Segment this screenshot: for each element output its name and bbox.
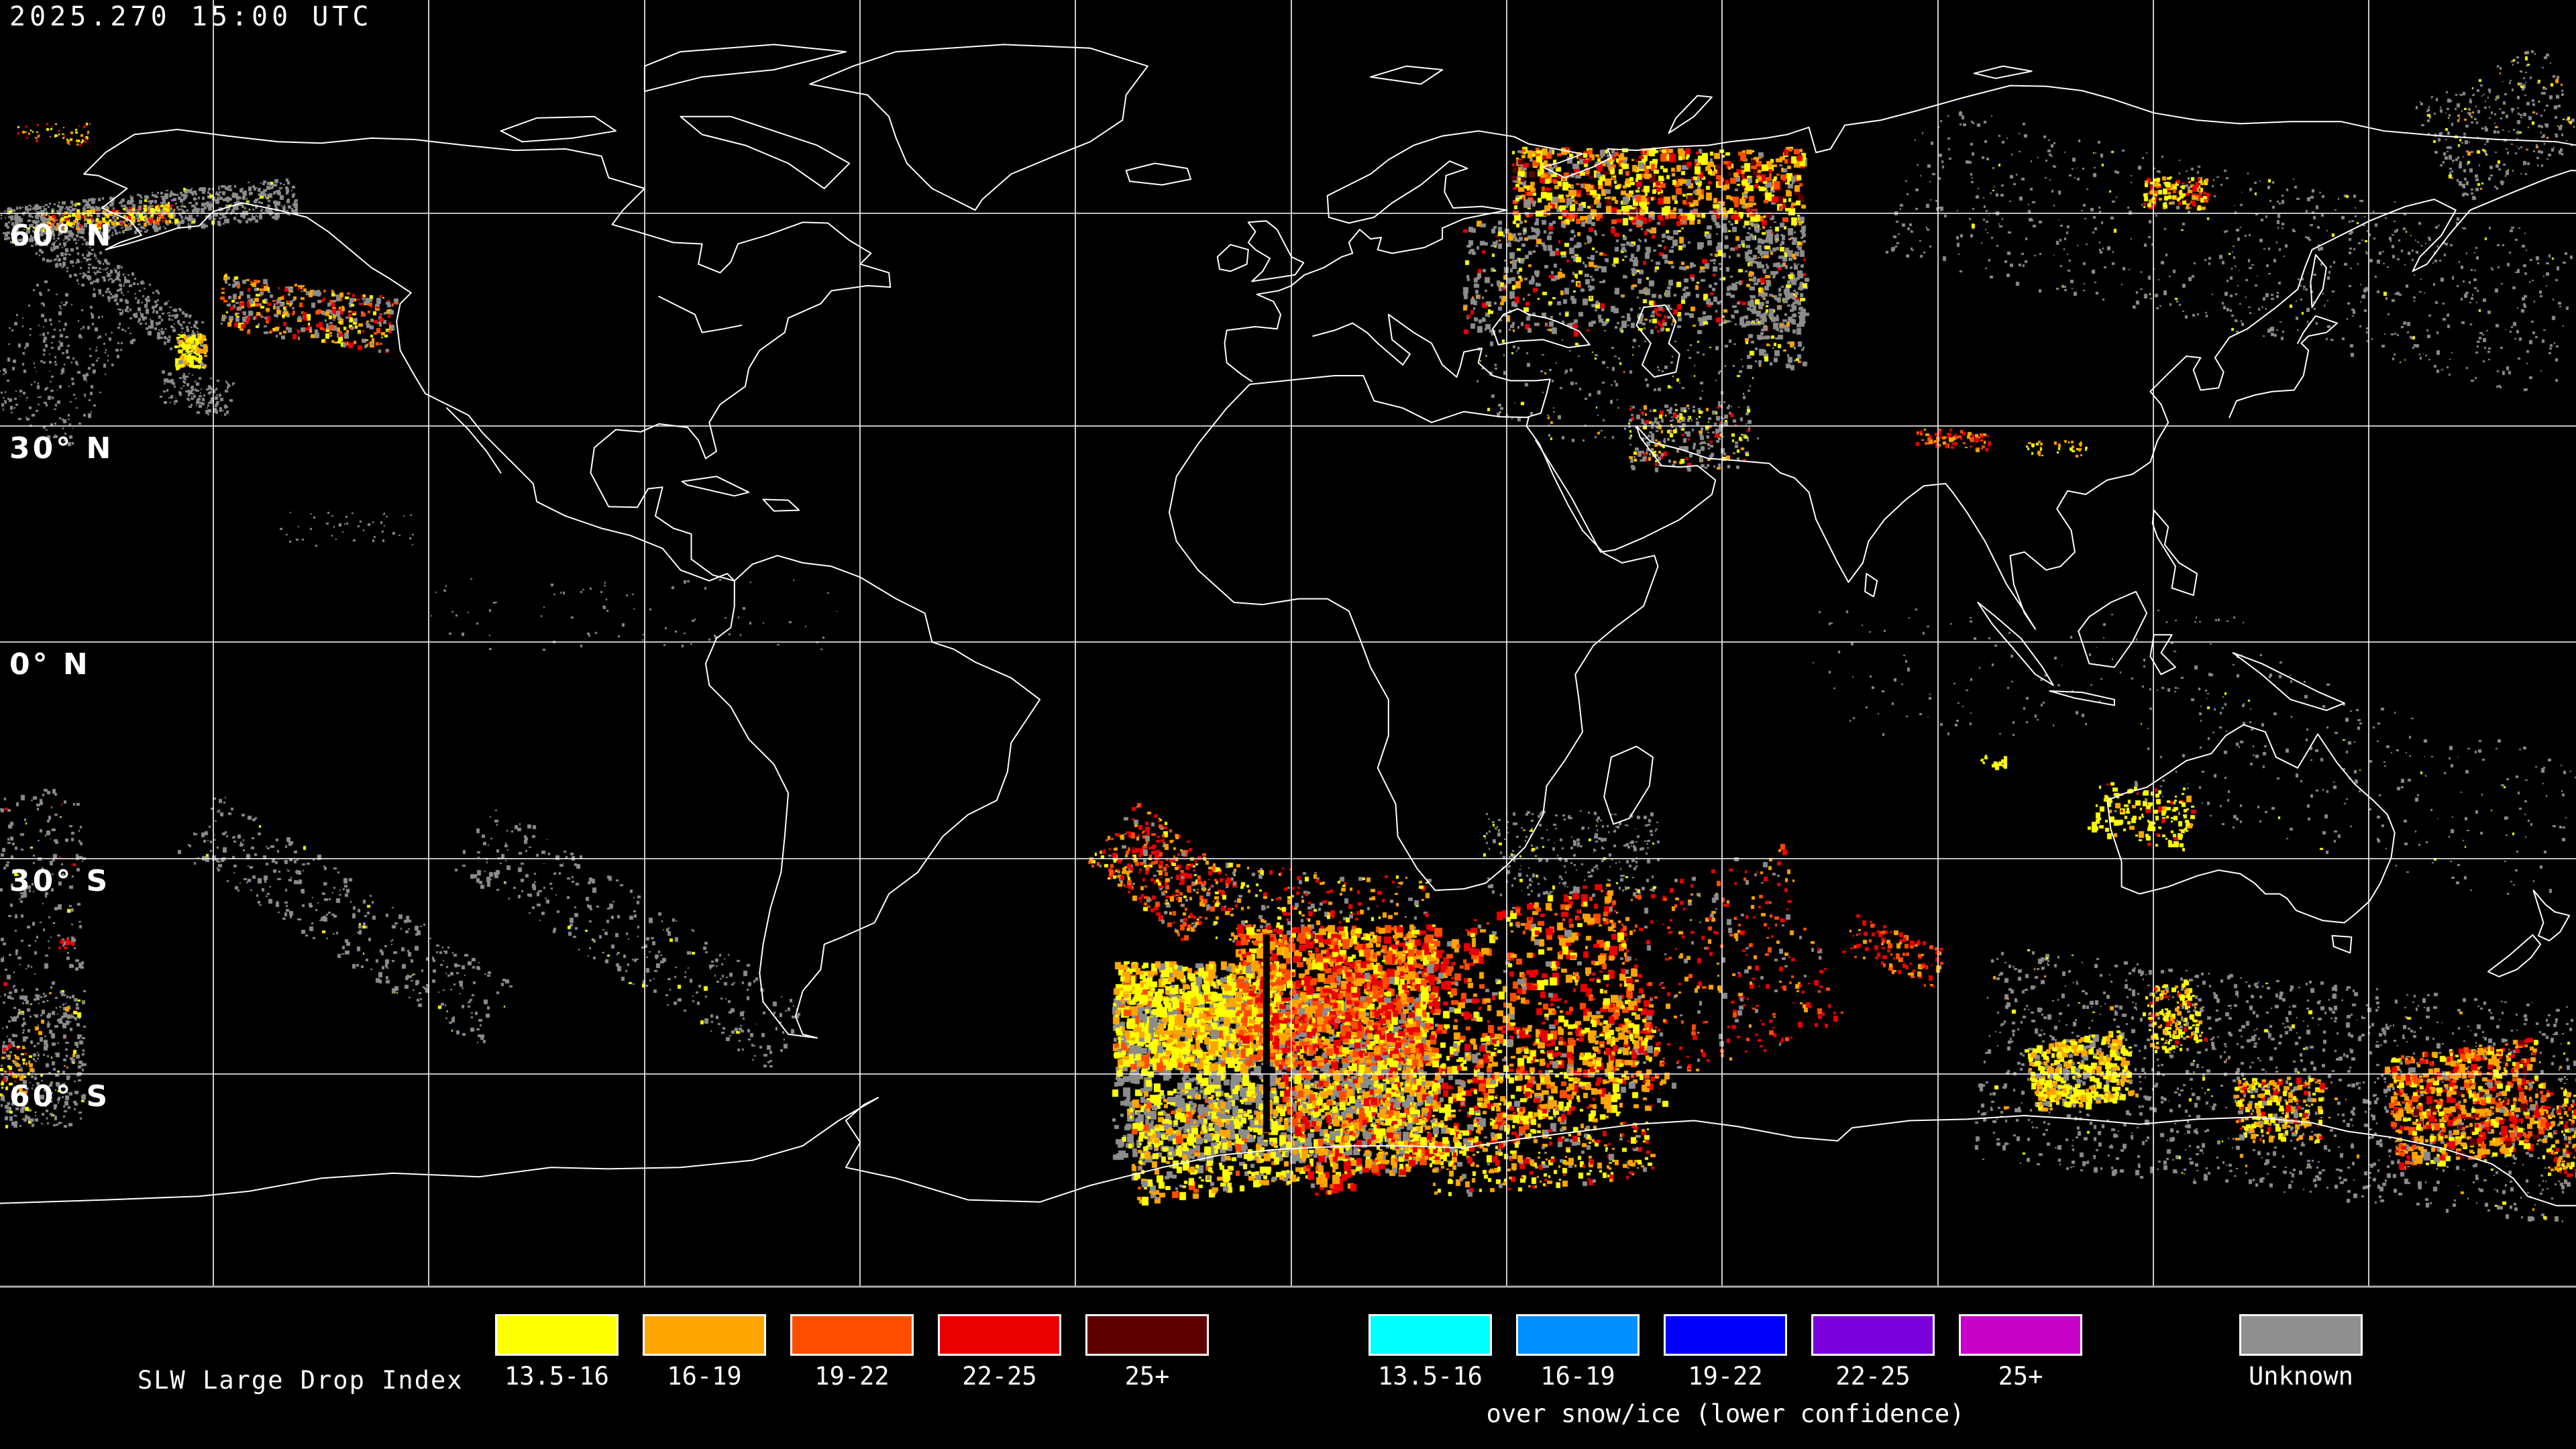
coastline xyxy=(658,296,743,333)
coastline xyxy=(2049,690,2115,706)
coastline xyxy=(1247,220,1305,282)
legend-swatch-snow-ice-25+ xyxy=(1959,1314,2082,1356)
coastline xyxy=(2106,724,2396,924)
coastline xyxy=(2229,315,2338,419)
legend-swatch-snow-ice-16-19 xyxy=(1516,1314,1640,1356)
coastline xyxy=(2232,652,2345,711)
legend-label: 13.5-16 xyxy=(1378,1362,1483,1391)
timestamp: 2025.270 15:00 UTC xyxy=(9,1,373,32)
legend-label: 19-22 xyxy=(1688,1362,1763,1391)
coastline xyxy=(1973,65,2033,79)
coastline xyxy=(1977,602,2054,686)
legend-swatch-unknown-Unknown xyxy=(2239,1314,2363,1356)
coastlines xyxy=(0,44,2576,1207)
coastline xyxy=(1216,244,1249,272)
legend-swatch-standard-16-19 xyxy=(643,1314,766,1356)
coastline xyxy=(704,555,1041,1039)
legend-label: Unknown xyxy=(2249,1362,2353,1391)
coastline xyxy=(1312,313,1551,419)
coastline xyxy=(1492,308,1591,349)
legend-label: 16-19 xyxy=(1540,1362,1615,1391)
coastline xyxy=(1635,304,1680,378)
coastline xyxy=(2310,254,2327,309)
legend-subtitle: over snow/ice (lower confidence) xyxy=(1486,1399,1965,1428)
legend-swatch-snow-ice-13.5-16 xyxy=(1368,1314,1492,1356)
coastline xyxy=(1169,375,1659,892)
legend-label: 25+ xyxy=(1124,1362,1170,1391)
coastline xyxy=(1125,162,1192,186)
coastline xyxy=(0,1097,2576,1207)
coastline xyxy=(2487,934,2542,977)
lat-label: 30° S xyxy=(9,864,111,898)
coastline xyxy=(762,498,800,512)
coastline xyxy=(681,476,750,497)
legend-swatch-snow-ice-19-22 xyxy=(1664,1314,1787,1356)
legend-label: 19-22 xyxy=(814,1362,890,1391)
legend-label: 22-25 xyxy=(1835,1362,1911,1391)
coastline xyxy=(1668,95,1713,134)
legend-label: 13.5-16 xyxy=(504,1362,609,1391)
coastline xyxy=(2078,590,2148,668)
coastline xyxy=(809,44,1148,211)
coastline xyxy=(1370,65,1444,85)
coastline xyxy=(446,407,502,474)
legend-label: 25+ xyxy=(1998,1362,2043,1391)
legend-swatch-standard-19-22 xyxy=(790,1314,914,1356)
legend-label: 16-19 xyxy=(667,1362,742,1391)
legend-title: SLW Large Drop Index xyxy=(138,1366,464,1395)
coastline xyxy=(2151,509,2198,596)
legend-swatch-snow-ice-22-25 xyxy=(1811,1314,1935,1356)
coastline xyxy=(500,115,616,143)
legend-label: 22-25 xyxy=(962,1362,1037,1391)
coastline xyxy=(1224,85,2576,382)
coastline xyxy=(643,44,847,93)
coastline xyxy=(2149,634,2176,676)
legend-swatch-standard-22-25 xyxy=(938,1314,1061,1356)
lat-label: 60° S xyxy=(9,1079,111,1114)
legend: SLW Large Drop Index 13.5-16 16-19 19-22 22… xyxy=(0,1287,2576,1449)
lat-label: 30° N xyxy=(9,431,114,466)
coastline xyxy=(2532,890,2571,942)
coastline xyxy=(680,115,851,189)
coastline xyxy=(1603,745,1654,825)
coastline xyxy=(83,129,892,582)
lat-label: 60° N xyxy=(9,219,114,253)
coastline xyxy=(1535,170,2576,630)
lat-label: 0° N xyxy=(9,647,91,682)
coastline xyxy=(2331,934,2353,954)
legend-swatch-standard-25+ xyxy=(1085,1314,1209,1356)
coastline xyxy=(1864,573,1878,598)
legend-swatch-standard-13.5-16 xyxy=(495,1314,619,1356)
